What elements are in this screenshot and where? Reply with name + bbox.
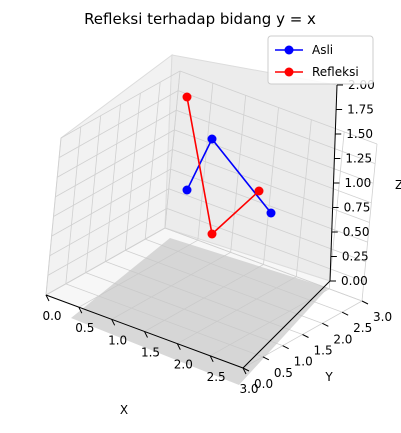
y-tick-label-4: 2.0 bbox=[333, 332, 352, 346]
x-tick-label-2: 1.0 bbox=[108, 333, 127, 347]
x-axis-label: X bbox=[120, 403, 128, 417]
grid-line-z-side-3 bbox=[51, 168, 171, 237]
y-tick-label-0: 0.0 bbox=[254, 377, 273, 391]
z-axis-label: Z bbox=[395, 178, 401, 192]
y-tick-mark-5 bbox=[341, 311, 349, 316]
x-tick-label-3: 1.5 bbox=[141, 346, 160, 360]
z-tick-label-5: 1.25 bbox=[345, 152, 372, 166]
series-group bbox=[182, 92, 276, 239]
y-tick-label-5: 2.5 bbox=[353, 321, 372, 335]
grid-line-z-back-7 bbox=[177, 90, 376, 165]
x-ticks: 0.0 0.5 1.0 1.5 2.0 2.5 3.0 bbox=[42, 294, 259, 396]
x-tick-mark-2 bbox=[111, 319, 116, 326]
legend-label-asli: Asli bbox=[312, 43, 333, 57]
x-tick-label-4: 2.0 bbox=[174, 358, 193, 372]
floor-plane bbox=[71, 238, 328, 385]
grid-line-z-side-1 bbox=[47, 208, 168, 276]
point-asli-0 bbox=[182, 185, 192, 195]
y-axis-label: Y bbox=[324, 370, 333, 384]
point-refleksi-2 bbox=[254, 186, 264, 196]
point-refleksi-0 bbox=[182, 92, 192, 102]
z-ticks: 0.000.250.500.751.001.251.501.752.00 bbox=[330, 78, 375, 288]
grid-line-z-back-0 bbox=[164, 227, 363, 302]
z-tick-label-1: 0.25 bbox=[342, 250, 369, 264]
y-tick-mark-1 bbox=[262, 356, 270, 361]
y-tick-label-6: 3.0 bbox=[373, 310, 392, 324]
x-tick-mark-3 bbox=[144, 331, 148, 338]
chart-title: Refleksi terhadap bidang y = x bbox=[84, 10, 316, 28]
legend: Asli Refleksi bbox=[267, 35, 374, 85]
legend-marker-asli bbox=[284, 45, 294, 55]
grid-line-z-back-6 bbox=[176, 109, 374, 184]
x-tick-label-1: 0.5 bbox=[75, 321, 94, 335]
x-tick-label-6: 3.0 bbox=[239, 382, 258, 396]
y-tick-mark-4 bbox=[322, 322, 329, 327]
legend-label-refleksi: Refleksi bbox=[312, 65, 359, 79]
legend-marker-refleksi bbox=[284, 67, 294, 77]
z-tick-label-0: 0.00 bbox=[341, 274, 368, 288]
grid-line-z-back-4 bbox=[172, 149, 370, 223]
y-tick-mark-6 bbox=[361, 300, 369, 305]
x-tick-mark-5 bbox=[209, 355, 214, 363]
grid-line-z-back-8 bbox=[179, 70, 378, 145]
grid-line-z-side-7 bbox=[58, 90, 179, 158]
y-tick-mark-2 bbox=[282, 345, 289, 350]
x-tick-mark-1 bbox=[78, 306, 83, 314]
y-tick-label-3: 1.5 bbox=[314, 344, 333, 358]
grid-line-z-back-2 bbox=[168, 188, 366, 263]
point-asli-1 bbox=[207, 134, 217, 144]
x-tick-label-0: 0.0 bbox=[42, 309, 61, 323]
grid-line-z-side-8 bbox=[60, 70, 181, 139]
point-asli-2 bbox=[266, 208, 276, 218]
z-tick-label-3: 0.75 bbox=[344, 201, 371, 215]
grid-line-z-back-3 bbox=[170, 168, 368, 243]
grid-line-z-side-2 bbox=[49, 188, 169, 257]
grid-line-z-back-5 bbox=[174, 129, 372, 204]
grid-line-z-back-1 bbox=[166, 207, 365, 282]
x-tick-mark-6 bbox=[242, 367, 247, 375]
z-tick-label-4: 1.00 bbox=[345, 176, 372, 190]
z-tick-label-2: 0.50 bbox=[343, 225, 370, 239]
y-axis-line bbox=[242, 280, 331, 369]
z-tick-label-6: 1.50 bbox=[346, 127, 373, 141]
grid-line-z-side-4 bbox=[53, 149, 173, 217]
grid-line-z-side-5 bbox=[55, 129, 175, 198]
grid-line-z-side-0 bbox=[45, 227, 166, 296]
point-refleksi-1 bbox=[207, 229, 217, 239]
y-tick-mark-3 bbox=[302, 334, 309, 338]
y-tick-label-1: 0.5 bbox=[274, 366, 293, 380]
y-tick-label-2: 1.0 bbox=[294, 355, 313, 369]
y-tick-mark-0 bbox=[242, 367, 250, 372]
y-ticks: 0.00.51.01.52.02.53.0 bbox=[242, 300, 392, 391]
x-tick-label-5: 2.5 bbox=[207, 370, 226, 384]
grid-line-z-side-6 bbox=[57, 109, 177, 178]
x-tick-mark-0 bbox=[45, 294, 50, 302]
x-tick-mark-4 bbox=[176, 343, 181, 350]
z-tick-label-7: 1.75 bbox=[347, 103, 374, 117]
